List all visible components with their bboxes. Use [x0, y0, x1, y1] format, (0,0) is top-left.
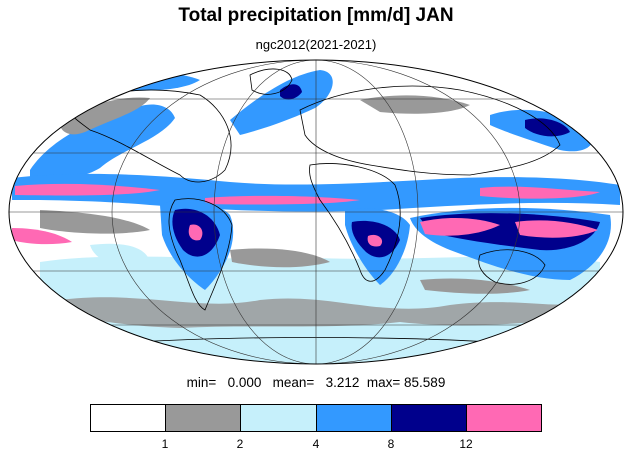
colorbar-tick-label: 1 [161, 437, 169, 451]
precip-region [55, 297, 600, 328]
colorbar-segment [316, 405, 392, 431]
precip-region [420, 218, 500, 236]
precip-region [480, 186, 600, 199]
precip-region [40, 210, 150, 234]
precip-region [515, 220, 598, 238]
colorbar-segment [391, 405, 467, 431]
precip-region [230, 248, 330, 268]
colorbar-tick-label: 4 [312, 437, 320, 451]
precip-region [130, 333, 510, 364]
statistics-line: min= 0.000 mean= 3.212 max= 85.589 [0, 375, 632, 390]
meridian-60 [213, 60, 419, 364]
precipitation-fields [12, 70, 620, 364]
mean-value: 3.212 [325, 375, 360, 390]
precip-region [90, 243, 150, 267]
colorbar-segment [466, 405, 542, 431]
precip-region [230, 70, 333, 135]
colorbar-segment [241, 405, 317, 431]
coastline-australia [478, 249, 546, 285]
precip-region [188, 224, 203, 241]
globe-outline [8, 59, 624, 365]
mean-label: mean= [272, 375, 315, 390]
precip-region [420, 278, 530, 294]
coastlines [69, 68, 561, 346]
precip-region [30, 104, 175, 180]
plot-title: Total precipitation [mm/d] JAN [178, 5, 454, 26]
colorbar [90, 404, 542, 432]
coastline-greenland [249, 68, 293, 95]
precip-region [12, 228, 72, 245]
precip-region [360, 95, 470, 114]
coastline-north-america [69, 89, 232, 183]
precip-region [15, 183, 160, 196]
meridian-120 [111, 60, 521, 364]
precip-region [59, 97, 150, 135]
max-value: 85.589 [404, 375, 446, 390]
colorbar-segment [166, 405, 242, 431]
precipitation-map [8, 59, 624, 365]
graticule [9, 60, 623, 364]
colorbar-ticks: 1 2 4 8 12 [0, 437, 632, 453]
colorbar-tick-label: 12 [459, 437, 473, 451]
min-value: 0.000 [227, 375, 262, 390]
coastline-south-america [168, 198, 233, 311]
colorbar-segment [91, 405, 167, 431]
colorbar-tick-label: 8 [387, 437, 395, 451]
colorbar-tick-label: 2 [236, 437, 244, 451]
precip-region [367, 234, 383, 247]
plot-subtitle: ngc2012(2021-2021) [255, 37, 377, 52]
coastline-eurasia [299, 85, 561, 176]
max-label: max= [366, 375, 401, 390]
coastline-africa [309, 163, 401, 282]
min-label: min= [186, 375, 217, 390]
